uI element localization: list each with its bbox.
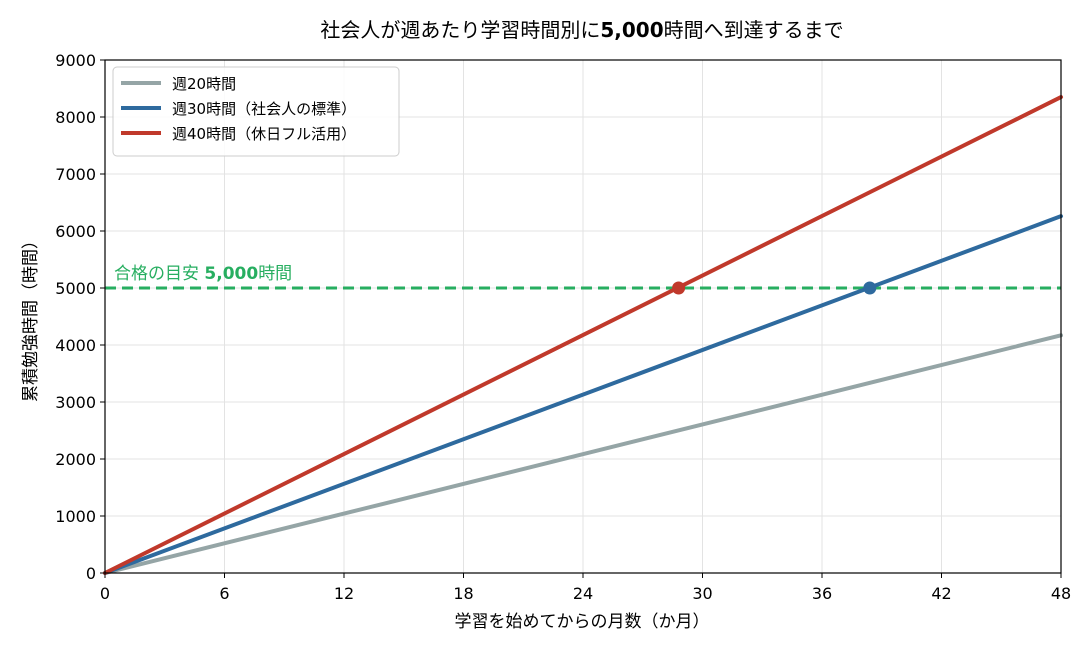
series-line-1 <box>103 333 1063 575</box>
legend-label-3: 週40時間（休日フル活用） <box>172 125 356 143</box>
series-line-3 <box>103 95 1063 575</box>
x-tick-label: 42 <box>931 584 951 603</box>
legend-box <box>112 66 400 157</box>
chart-title-bold: 5,000 <box>600 18 663 42</box>
x-tick-label: 30 <box>692 584 712 603</box>
x-tick-label: 12 <box>334 584 354 603</box>
y-tick-label: 8000 <box>55 108 96 127</box>
reference-line-label: 合格の目安 5,000時間 <box>114 264 292 284</box>
series-marker-3 <box>672 281 686 295</box>
legend-label-1: 週20時間 <box>172 75 236 93</box>
y-tick-label: 5000 <box>55 279 96 298</box>
ticks-group: 0 6 12 18 24 30 36 42 48 0 1000 2000 3000 4000 5000 600… <box>55 51 1071 603</box>
x-tick-label: 6 <box>219 584 229 603</box>
series-group <box>103 95 1063 575</box>
y-tick-label: 3000 <box>55 393 96 412</box>
y-tick-label: 9000 <box>55 51 96 70</box>
chart-title: 社会人が週あたり学習時間別に5,000時間へ到達するまで <box>320 18 843 42</box>
series-marker-2 <box>863 281 877 295</box>
chart-title-part1: 社会人が週あたり学習時間別に <box>320 18 600 42</box>
y-tick-label: 0 <box>86 564 96 583</box>
legend-label-2: 週30時間（社会人の標準） <box>172 100 356 118</box>
x-tick-label: 36 <box>812 584 832 603</box>
chart-title-part2: 時間へ到達するまで <box>664 18 844 42</box>
grid <box>104 59 1062 574</box>
x-tick-label: 48 <box>1051 584 1071 603</box>
y-tick-label: 2000 <box>55 450 96 469</box>
y-tick-label: 6000 <box>55 222 96 241</box>
x-axis-label: 学習を始めてからの月数（か月） <box>455 612 710 632</box>
x-tick-label: 0 <box>100 584 110 603</box>
y-tick-label: 4000 <box>55 336 96 355</box>
x-tick-label: 18 <box>453 584 473 603</box>
reference-line-group: 合格の目安 5,000時間 <box>105 264 1061 290</box>
y-tick-label: 1000 <box>55 507 96 526</box>
y-axis-label: 累積勉強時間（時間） <box>21 232 41 402</box>
series-line-2 <box>103 214 1063 575</box>
y-tick-label: 7000 <box>55 165 96 184</box>
x-tick-label: 24 <box>573 584 593 603</box>
